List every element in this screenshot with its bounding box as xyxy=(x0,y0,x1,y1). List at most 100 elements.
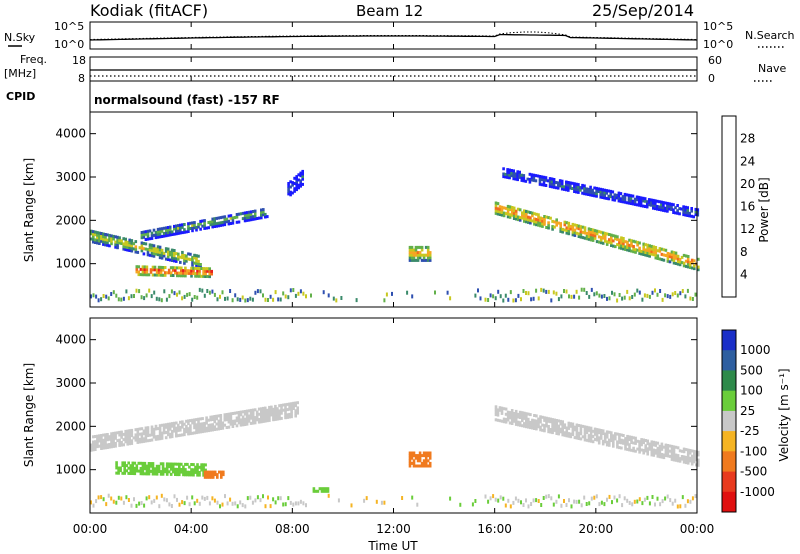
power-cell xyxy=(418,251,422,255)
velocity-ground-cell xyxy=(221,502,224,507)
power-cell xyxy=(195,254,198,258)
velocity-cell xyxy=(408,456,412,460)
velocity-cell xyxy=(527,412,530,416)
power-ground-cell xyxy=(183,294,186,299)
velocity-cell xyxy=(121,471,124,475)
velocity-ground-cell xyxy=(545,494,548,499)
velocity-cell xyxy=(656,446,660,450)
velocity-cell xyxy=(106,443,109,447)
power-ground-cell xyxy=(406,290,409,295)
velocity-ground-cell xyxy=(163,497,166,502)
power-ground-cell xyxy=(140,295,143,300)
velocity-cell xyxy=(264,417,267,420)
power-cell xyxy=(168,258,172,262)
velocity-cell xyxy=(577,437,581,440)
velocity-cell xyxy=(147,469,151,473)
velocity-ground-cell xyxy=(234,501,237,506)
velocity-cell xyxy=(656,452,660,456)
power-cell xyxy=(241,217,245,221)
power-y-tick-label: 4000 xyxy=(55,127,86,141)
power-cell xyxy=(529,216,532,220)
velocity-cell xyxy=(186,470,189,474)
velocity-cell xyxy=(128,434,131,438)
velocity-cell xyxy=(225,413,229,416)
power-cell xyxy=(516,218,520,222)
velocity-cell xyxy=(257,420,261,424)
velocity-cell xyxy=(656,454,660,458)
velocity-ground-cell xyxy=(517,498,520,503)
velocity-cell xyxy=(682,447,686,451)
power-cell xyxy=(567,221,571,225)
velocity-ground-cell xyxy=(155,495,158,500)
power-cell xyxy=(167,271,171,275)
power-cell xyxy=(583,184,586,188)
power-cell xyxy=(146,237,150,241)
velocity-cell xyxy=(597,436,601,440)
power-ground-cell xyxy=(598,293,601,298)
velocity-cell xyxy=(181,425,184,429)
power-ground-cell xyxy=(623,295,626,300)
power-cell xyxy=(525,215,528,219)
velocity-cell xyxy=(260,420,263,424)
power-cell xyxy=(571,228,575,232)
velocity-cell xyxy=(235,411,239,415)
power-cell xyxy=(506,215,510,219)
power-cell xyxy=(112,234,115,238)
power-cell xyxy=(682,213,685,217)
power-cell xyxy=(674,211,677,215)
velocity-cell xyxy=(115,471,118,475)
velocity-cell xyxy=(547,419,550,423)
velocity-cell xyxy=(239,423,243,427)
power-cell xyxy=(508,176,511,180)
velocity-cell xyxy=(202,471,205,475)
velocity-cell xyxy=(158,434,162,438)
power-cell xyxy=(561,227,564,231)
velocity-cell xyxy=(557,419,560,423)
velocity-cell xyxy=(545,424,548,428)
power-colorbar-tick: 16 xyxy=(740,200,755,214)
velocity-cell xyxy=(268,416,271,420)
velocity-ground-cell xyxy=(535,498,538,503)
power-cell xyxy=(672,258,676,262)
velocity-cell xyxy=(215,417,218,421)
power-ground-cell xyxy=(499,294,502,299)
velocity-ground-cell xyxy=(552,502,555,507)
velocity-cell xyxy=(207,429,210,433)
power-cell xyxy=(177,252,180,256)
power-cell xyxy=(426,256,430,260)
velocity-ground-cell xyxy=(684,503,687,508)
power-cell xyxy=(262,210,265,214)
velocity-cell xyxy=(290,415,293,419)
velocity-cell xyxy=(151,472,155,476)
velocity-cell xyxy=(182,470,185,474)
power-cell xyxy=(650,250,654,254)
velocity-ground-cell xyxy=(613,495,616,500)
power-cell xyxy=(166,226,170,229)
power-cell xyxy=(563,220,567,224)
velocity-cell xyxy=(207,473,211,477)
velocity-cell xyxy=(682,460,686,464)
velocity-cell xyxy=(500,411,504,415)
velocity-cell xyxy=(632,446,635,450)
velocity-cell xyxy=(650,445,654,449)
power-cell xyxy=(150,234,154,238)
velocity-cell xyxy=(173,421,176,425)
power-cell xyxy=(494,204,498,208)
power-cell xyxy=(146,248,150,252)
velocity-cell xyxy=(245,412,249,416)
power-cell xyxy=(577,183,580,187)
power-cell xyxy=(126,240,129,244)
power-cell xyxy=(163,273,167,277)
velocity-cell xyxy=(644,444,647,448)
velocity-cell xyxy=(678,457,682,461)
power-cell xyxy=(518,218,522,222)
velocity-cell xyxy=(597,441,601,445)
power-cell xyxy=(621,200,625,204)
power-cell xyxy=(518,170,521,174)
power-cell xyxy=(179,260,182,264)
power-ground-cell xyxy=(249,296,252,301)
velocity-cell xyxy=(632,441,635,445)
power-cell xyxy=(219,223,223,227)
power-cell xyxy=(528,172,532,176)
power-cell xyxy=(104,233,107,236)
